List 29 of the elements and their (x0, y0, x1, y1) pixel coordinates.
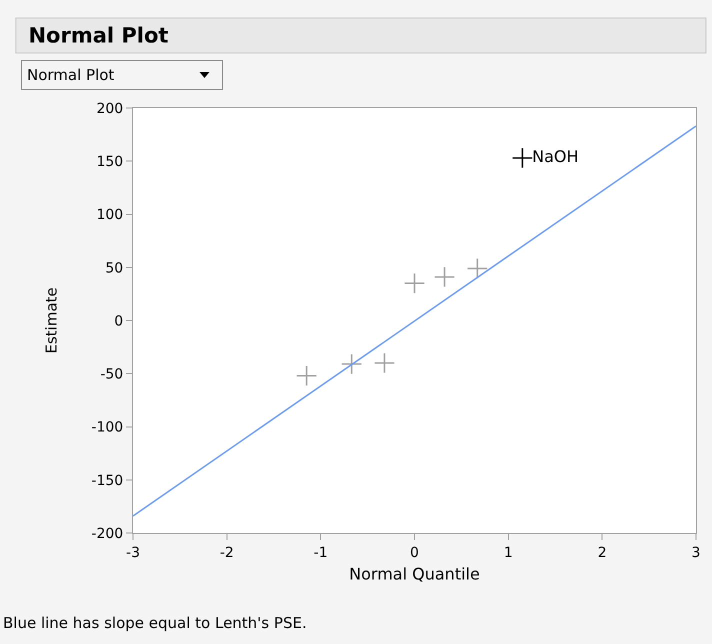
y-tick-label: 50 (105, 260, 124, 276)
point (374, 352, 396, 374)
y-tick-label: 150 (96, 154, 124, 170)
x-tick-label: -2 (220, 544, 234, 561)
y-tick-label: 0 (114, 313, 124, 330)
x-tick-label: 3 (692, 544, 700, 561)
y-tick-label: -150 (91, 472, 124, 489)
point (434, 266, 456, 288)
y-tick-label: 100 (96, 207, 124, 224)
x-axis-title: Normal Quantile (349, 564, 480, 584)
x-tick-label: 0 (410, 544, 419, 561)
x-tick-label: 1 (504, 544, 513, 561)
point (341, 354, 362, 375)
y-axis-title: Estimate (42, 287, 61, 354)
y-tick-label: 200 (96, 100, 124, 117)
point (466, 258, 488, 279)
point (296, 365, 318, 386)
point (512, 147, 533, 168)
data-label: NaOH (532, 146, 579, 166)
x-tick-label: 2 (598, 544, 607, 561)
y-tick-label: -200 (91, 526, 124, 542)
x-tick-label: -3 (126, 544, 140, 561)
text: Blue line has slope equal to Lenth's PSE. (3, 614, 307, 632)
chart-title: Normal Plot (28, 23, 168, 48)
y-tick-label: -50 (100, 366, 124, 383)
y-tick-label: -100 (91, 420, 124, 436)
x-tick-label: -1 (314, 544, 328, 561)
point (404, 272, 426, 294)
text: Normal Plot (27, 66, 114, 84)
